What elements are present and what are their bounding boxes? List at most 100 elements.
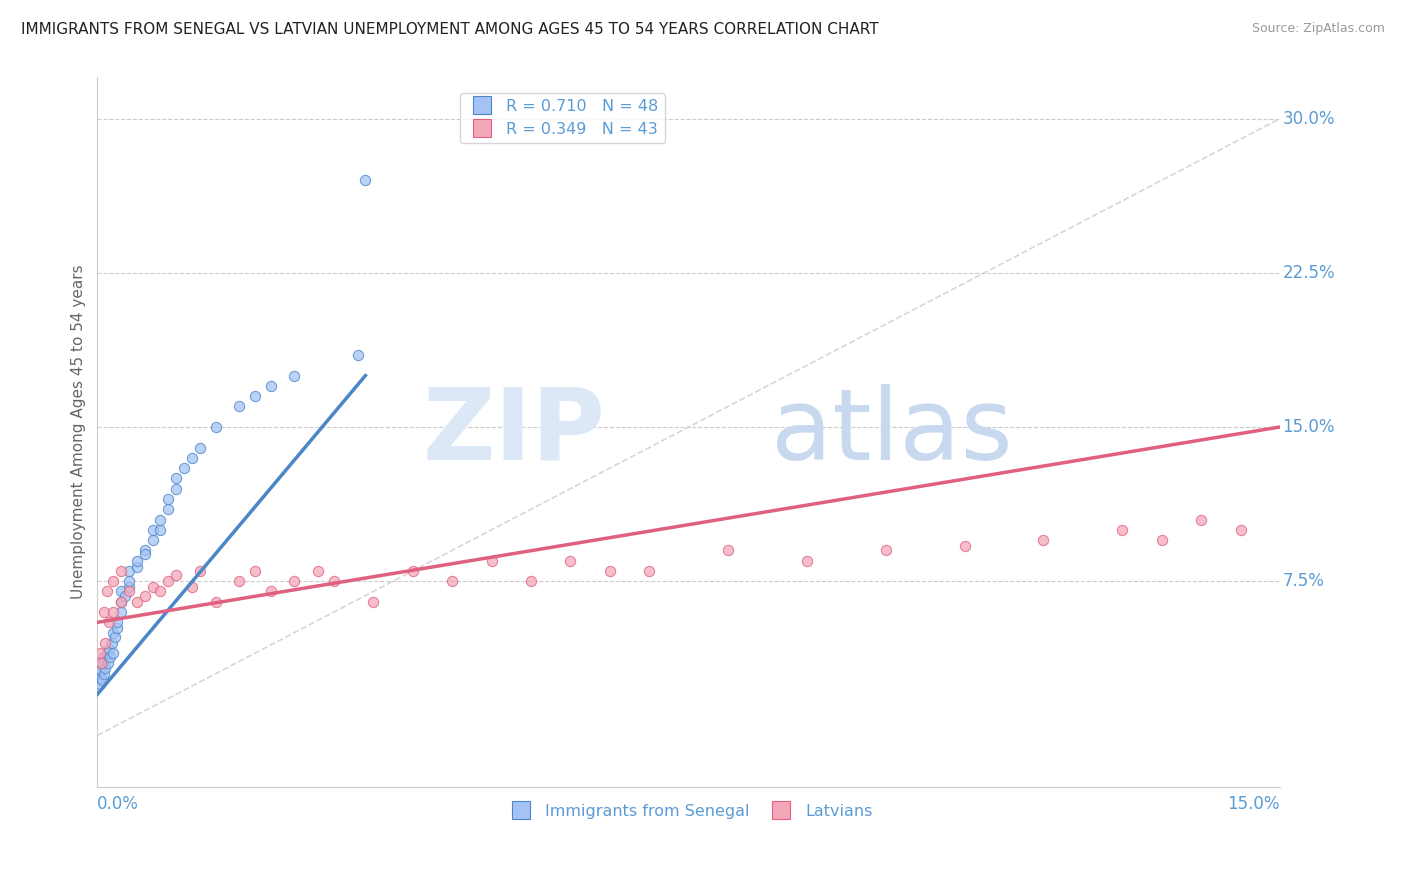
Point <box>90 663 112 677</box>
Point <box>638 564 661 578</box>
Legend: Immigrants from Senegal, Latvians: Immigrants from Senegal, Latvians <box>498 797 879 825</box>
Point <box>104 630 127 644</box>
Point <box>118 584 141 599</box>
Point <box>204 420 226 434</box>
Point <box>243 564 266 578</box>
Point <box>520 574 543 589</box>
Point <box>204 595 226 609</box>
Point <box>110 584 132 599</box>
Point <box>228 574 250 589</box>
Point <box>93 650 115 665</box>
Point <box>98 650 121 665</box>
Point <box>94 636 117 650</box>
Point <box>481 554 503 568</box>
Point <box>118 564 141 578</box>
Point <box>110 605 132 619</box>
Point <box>165 471 187 485</box>
Point <box>228 400 250 414</box>
Point <box>149 584 172 599</box>
Point <box>283 574 305 589</box>
Text: 30.0%: 30.0% <box>1282 110 1334 128</box>
Point <box>125 554 148 568</box>
Point <box>101 605 124 619</box>
Point <box>141 580 163 594</box>
Point <box>149 523 172 537</box>
Point <box>560 554 582 568</box>
Text: atlas: atlas <box>772 384 1014 481</box>
Point <box>93 605 115 619</box>
Point <box>98 642 121 657</box>
Point <box>599 564 621 578</box>
Point <box>134 543 156 558</box>
Point <box>402 564 425 578</box>
Point <box>165 568 187 582</box>
Point <box>105 622 128 636</box>
Point <box>1189 512 1212 526</box>
Point <box>1111 523 1133 537</box>
Point <box>953 539 976 553</box>
Point <box>94 660 117 674</box>
Point <box>354 173 377 187</box>
Point <box>322 574 344 589</box>
Point <box>90 657 112 671</box>
Text: 15.0%: 15.0% <box>1282 418 1334 436</box>
Point <box>188 564 211 578</box>
Y-axis label: Unemployment Among Ages 45 to 54 years: Unemployment Among Ages 45 to 54 years <box>72 265 86 599</box>
Point <box>875 543 897 558</box>
Point <box>110 564 132 578</box>
Point <box>91 657 114 671</box>
Point <box>149 512 172 526</box>
Text: 15.0%: 15.0% <box>1227 795 1279 813</box>
Text: 22.5%: 22.5% <box>1282 264 1334 282</box>
Point <box>260 584 283 599</box>
Point <box>260 379 283 393</box>
Point <box>110 595 132 609</box>
Point <box>307 564 329 578</box>
Point <box>181 450 204 465</box>
Point <box>717 543 740 558</box>
Point <box>105 615 128 630</box>
Point <box>141 523 163 537</box>
Point <box>114 589 136 603</box>
Point <box>89 677 111 691</box>
Text: IMMIGRANTS FROM SENEGAL VS LATVIAN UNEMPLOYMENT AMONG AGES 45 TO 54 YEARS CORREL: IMMIGRANTS FROM SENEGAL VS LATVIAN UNEMP… <box>21 22 879 37</box>
Point <box>361 595 384 609</box>
Point <box>98 615 121 630</box>
Point <box>101 646 124 660</box>
Point <box>118 580 141 594</box>
Text: 7.5%: 7.5% <box>1282 572 1324 591</box>
Point <box>91 673 114 687</box>
Point <box>1150 533 1173 547</box>
Point <box>283 368 305 383</box>
Point <box>101 625 124 640</box>
Point <box>1229 523 1251 537</box>
Point <box>346 348 368 362</box>
Point <box>796 554 818 568</box>
Point <box>173 461 195 475</box>
Text: Source: ZipAtlas.com: Source: ZipAtlas.com <box>1251 22 1385 36</box>
Point <box>96 584 118 599</box>
Point <box>97 657 120 671</box>
Text: 0.0%: 0.0% <box>97 795 139 813</box>
Point <box>157 574 180 589</box>
Point <box>110 595 132 609</box>
Point <box>188 441 211 455</box>
Point <box>125 595 148 609</box>
Point <box>134 548 156 562</box>
Point <box>243 389 266 403</box>
Point <box>441 574 464 589</box>
Point <box>89 646 111 660</box>
Point <box>181 580 204 594</box>
Point <box>141 533 163 547</box>
Text: ZIP: ZIP <box>423 384 606 481</box>
Point <box>157 491 180 506</box>
Point <box>89 671 111 685</box>
Point <box>134 589 156 603</box>
Point <box>100 636 122 650</box>
Point <box>96 646 118 660</box>
Point <box>93 666 115 681</box>
Point <box>101 574 124 589</box>
Point <box>87 666 110 681</box>
Point <box>125 559 148 574</box>
Point <box>165 482 187 496</box>
